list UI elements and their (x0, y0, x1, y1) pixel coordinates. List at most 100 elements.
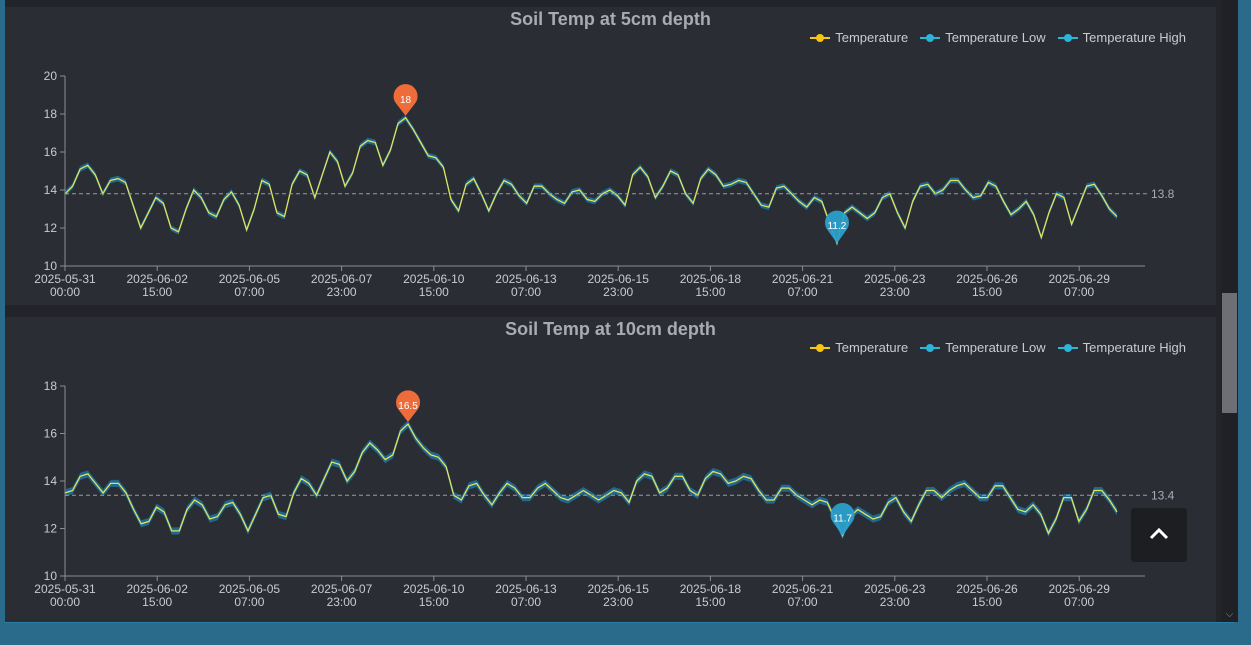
y-tick-label: 12 (44, 522, 58, 536)
x-tick-label: 2025-06-18 (680, 272, 742, 286)
y-tick-label: 16 (44, 145, 58, 159)
x-tick-label: 23:00 (327, 285, 357, 299)
max-pin-label: 16.5 (398, 401, 418, 412)
y-tick-label: 18 (44, 107, 58, 121)
x-tick-label: 07:00 (1064, 595, 1094, 609)
x-tick-label: 15:00 (695, 285, 725, 299)
temperature-line (64, 422, 1118, 538)
legend: Temperature Temperature Low Temperature … (810, 30, 1186, 45)
scroll-down-arrow-icon[interactable]: ⌵ (1225, 609, 1234, 620)
x-tick-label: 00:00 (50, 595, 80, 609)
min-marker-pin-icon (824, 210, 849, 244)
y-tick-label: 16 (44, 427, 58, 441)
legend-label: Temperature (835, 30, 909, 45)
legend-swatch-cyan-icon (1057, 33, 1078, 43)
x-tick-label: 2025-06-02 (127, 582, 189, 596)
legend-item-temperature[interactable]: Temperature (810, 340, 908, 355)
legend-swatch-yellow-icon (810, 33, 831, 43)
average-label: 13.4 (1151, 488, 1175, 502)
x-tick-label: 2025-06-02 (127, 272, 189, 286)
max-marker-pin-icon (393, 84, 418, 116)
temperature-range-band (65, 420, 1117, 540)
x-tick-label: 15:00 (972, 595, 1002, 609)
x-tick-label: 07:00 (788, 285, 818, 299)
y-tick-label: 10 (44, 259, 58, 273)
x-tick-label: 2025-06-15 (588, 272, 650, 286)
chart-title: Soil Temp at 10cm depth (505, 319, 716, 339)
legend: Temperature Temperature Low Temperature … (810, 340, 1186, 355)
x-tick-label: 00:00 (50, 285, 80, 299)
x-tick-label: 2025-06-23 (864, 582, 926, 596)
legend-swatch-cyan-icon (1057, 343, 1078, 353)
max-pin-label: 18 (400, 95, 412, 106)
temperature-line (64, 116, 1118, 246)
x-tick-label: 07:00 (234, 285, 264, 299)
legend-item-temperature-high[interactable]: Temperature High (1057, 30, 1186, 45)
legend-label: Temperature (835, 340, 909, 355)
legend-label: Temperature High (1082, 340, 1186, 355)
x-tick-label: 2025-06-07 (311, 272, 373, 286)
x-tick-label: 2025-06-26 (956, 272, 1018, 286)
min-pin-label: 11.7 (833, 514, 852, 525)
chevron-up-icon (1149, 527, 1169, 540)
y-tick-label: 20 (44, 69, 58, 83)
scrollbar-thumb[interactable] (1222, 293, 1237, 413)
x-tick-label: 23:00 (880, 285, 910, 299)
x-tick-label: 15:00 (972, 285, 1002, 299)
x-tick-label: 2025-05-31 (34, 272, 96, 286)
y-tick-label: 12 (44, 221, 58, 235)
x-tick-label: 2025-06-21 (772, 582, 834, 596)
x-tick-label: 15:00 (419, 595, 449, 609)
x-tick-label: 07:00 (788, 595, 818, 609)
legend-label: Temperature Low (945, 340, 1046, 355)
legend-label: Temperature Low (945, 30, 1046, 45)
x-tick-label: 2025-06-05 (219, 272, 281, 286)
legend-item-temperature-high[interactable]: Temperature High (1057, 340, 1186, 355)
x-tick-label: 07:00 (511, 285, 541, 299)
x-tick-label: 2025-06-07 (311, 582, 373, 596)
x-tick-label: 2025-06-29 (1049, 582, 1111, 596)
x-tick-label: 2025-06-26 (956, 582, 1018, 596)
x-tick-label: 2025-06-13 (495, 582, 557, 596)
x-tick-label: 15:00 (419, 285, 449, 299)
x-tick-label: 23:00 (880, 595, 910, 609)
x-tick-label: 2025-06-21 (772, 272, 834, 286)
y-tick-label: 14 (44, 183, 58, 197)
x-tick-label: 2025-06-18 (680, 582, 742, 596)
legend-swatch-cyan-icon (920, 343, 941, 353)
min-marker-pin-icon (830, 502, 855, 536)
chart-panel-10cm: Soil Temp at 10cm depth Temperature Temp… (5, 317, 1216, 622)
line-chart-5cm[interactable]: 1012141618202025-05-3100:002025-06-0215:… (5, 7, 1216, 305)
y-tick-label: 14 (44, 474, 58, 488)
plot-area: 1012141618202025-05-3100:002025-06-0215:… (34, 69, 1150, 299)
legend-swatch-yellow-icon (810, 343, 831, 353)
legend-label: Temperature High (1082, 30, 1186, 45)
x-tick-label: 2025-06-10 (403, 272, 465, 286)
app-window: Soil Temp at 5cm depth Temperature Tempe… (5, 0, 1238, 623)
y-tick-label: 18 (44, 379, 58, 393)
legend-swatch-cyan-icon (920, 33, 941, 43)
x-tick-label: 15:00 (142, 285, 172, 299)
x-tick-label: 07:00 (234, 595, 264, 609)
vertical-scrollbar[interactable]: ⌵ (1221, 0, 1238, 622)
chart-title: Soil Temp at 5cm depth (510, 9, 711, 29)
legend-item-temperature-low[interactable]: Temperature Low (920, 340, 1046, 355)
x-tick-label: 2025-06-13 (495, 272, 557, 286)
y-tick-label: 10 (44, 569, 58, 583)
x-tick-label: 2025-06-23 (864, 272, 926, 286)
chart-panel-5cm: Soil Temp at 5cm depth Temperature Tempe… (5, 7, 1216, 305)
x-tick-label: 23:00 (603, 285, 633, 299)
x-tick-label: 15:00 (695, 595, 725, 609)
x-tick-label: 07:00 (511, 595, 541, 609)
average-label: 13.8 (1151, 187, 1175, 201)
back-to-top-button[interactable] (1131, 508, 1187, 562)
max-marker-pin-icon (396, 390, 421, 422)
x-tick-label: 07:00 (1064, 285, 1094, 299)
legend-item-temperature-low[interactable]: Temperature Low (920, 30, 1046, 45)
temperature-range-band (65, 114, 1117, 247)
x-tick-label: 2025-05-31 (34, 582, 96, 596)
x-tick-label: 2025-06-29 (1049, 272, 1111, 286)
legend-item-temperature[interactable]: Temperature (810, 30, 908, 45)
